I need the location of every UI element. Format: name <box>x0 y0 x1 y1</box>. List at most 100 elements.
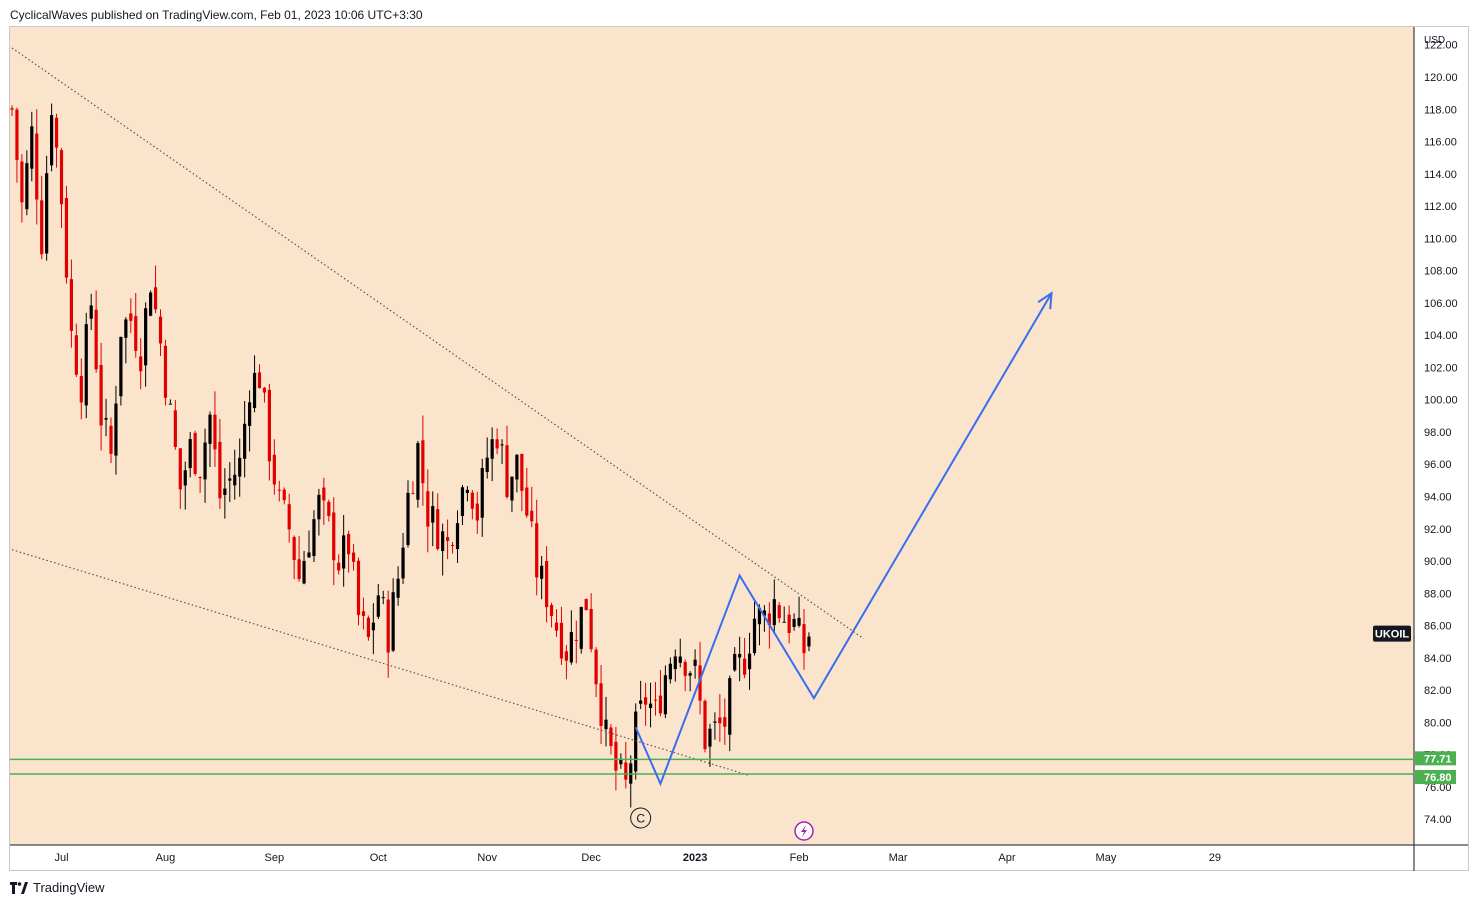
candle <box>396 566 400 606</box>
candle-body <box>792 618 796 627</box>
candle-body <box>267 389 271 462</box>
candle-body <box>119 336 123 397</box>
candle <box>104 398 108 437</box>
candle <box>79 358 83 420</box>
candle <box>243 401 247 478</box>
candle-body <box>153 287 158 310</box>
event-marker-icon[interactable] <box>794 821 814 841</box>
candle <box>297 535 301 582</box>
price-axis[interactable]: USD74.0076.0078.0080.0082.0084.0086.0088… <box>1373 35 1458 826</box>
candle <box>584 598 588 611</box>
candle-body <box>802 624 806 654</box>
candle-body <box>579 606 583 649</box>
time-axis[interactable]: Jul Aug Sep Oct Nov Dec 2023 Feb Mar Apr May 29 <box>54 852 1221 864</box>
candle <box>401 532 405 584</box>
candle-body <box>584 598 588 610</box>
y-tick-label: 120.00 <box>1424 72 1458 84</box>
chart-background[interactable] <box>10 27 1414 845</box>
candle <box>64 185 69 284</box>
candle-body <box>718 717 722 724</box>
candle-body <box>149 292 153 316</box>
candle-body <box>312 519 316 557</box>
candle <box>416 440 420 508</box>
plot-area[interactable] <box>10 27 1468 871</box>
candle-body <box>391 592 395 651</box>
candle <box>69 259 73 348</box>
candle-body <box>20 161 24 203</box>
candle-body <box>713 721 717 723</box>
candle <box>183 461 187 510</box>
support-level-tag: 76.80 <box>1415 770 1456 785</box>
candle <box>168 399 172 405</box>
y-tick-label: 106.00 <box>1424 298 1458 310</box>
wave-label-circle <box>630 807 652 829</box>
candle <box>777 602 781 623</box>
candle-body <box>347 533 351 555</box>
candle <box>673 649 677 682</box>
candle <box>332 497 336 586</box>
candle <box>772 579 776 635</box>
candle-body <box>356 560 361 616</box>
support-tag-bg <box>1415 770 1456 785</box>
candle <box>134 292 138 358</box>
candle-body <box>45 173 49 254</box>
candle-body <box>653 699 658 701</box>
candle-body <box>376 595 380 617</box>
candle-body <box>549 605 554 616</box>
candle <box>802 609 806 670</box>
candle-body <box>614 741 618 771</box>
x-tick-label: Nov <box>477 852 497 864</box>
tradingview-footer[interactable]: TradingView <box>10 880 105 895</box>
support-tag-label: 76.80 <box>1424 772 1452 784</box>
candle-body <box>634 711 638 772</box>
candle-body <box>644 697 648 705</box>
projection-arrowhead <box>1037 291 1053 310</box>
candle-body <box>619 759 623 765</box>
candle <box>500 439 504 465</box>
candle <box>114 385 118 475</box>
candle-body <box>35 133 39 200</box>
candle-body <box>723 717 727 727</box>
symbol-price-tag[interactable]: UKOIL <box>1373 625 1411 642</box>
candle-body <box>54 117 59 148</box>
footer-logo-text: TradingView <box>33 880 105 895</box>
candle <box>406 480 410 548</box>
candle-body <box>450 545 455 547</box>
price-axis-background <box>1414 27 1468 845</box>
candle-body <box>401 547 405 579</box>
candle-body <box>361 611 366 616</box>
y-tick-label: 76.00 <box>1424 782 1452 794</box>
candle-body <box>213 414 217 450</box>
candle <box>619 753 623 769</box>
candle-body <box>366 617 370 638</box>
candle-body <box>183 470 187 486</box>
candle-body <box>485 457 489 473</box>
candle-body <box>292 537 296 561</box>
candle-body <box>218 441 222 499</box>
candle <box>525 467 529 518</box>
candle-body <box>94 309 98 370</box>
candle <box>480 458 484 537</box>
candle-body <box>203 442 207 480</box>
candle-body <box>79 376 83 403</box>
candle <box>579 606 583 654</box>
candle <box>129 298 133 333</box>
candle-body <box>223 488 227 495</box>
candle <box>218 418 222 509</box>
candle-body <box>173 410 177 447</box>
candle-body <box>69 279 73 331</box>
candle-body <box>594 649 598 685</box>
candle <box>376 584 380 619</box>
candle <box>728 675 732 752</box>
x-tick-label: Aug <box>156 852 176 864</box>
candle-body <box>386 599 390 653</box>
candle-body <box>460 487 465 517</box>
candle <box>277 480 281 502</box>
candle-body <box>144 308 148 366</box>
candle <box>609 724 613 755</box>
wave-label-c: C <box>630 807 652 829</box>
candle <box>752 601 757 656</box>
candle-body <box>238 457 242 477</box>
y-tick-label: 104.00 <box>1424 330 1458 342</box>
